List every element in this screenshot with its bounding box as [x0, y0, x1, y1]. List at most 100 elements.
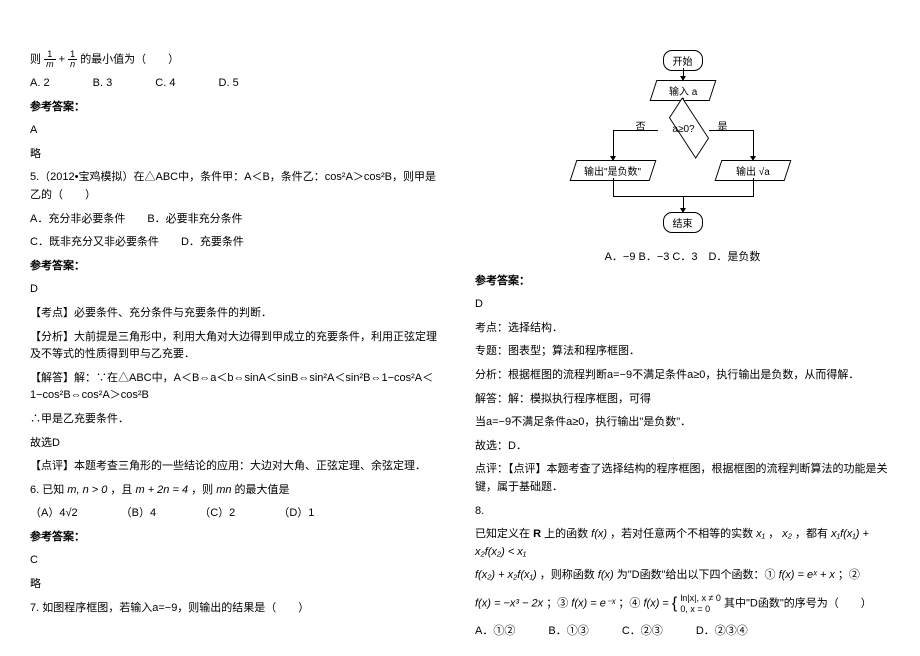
fc-vr — [753, 130, 754, 158]
fc-vl — [613, 130, 614, 158]
q8-l3c: 其中"D函数"的序号为（ ） — [724, 598, 872, 610]
q4-opt-c: C. 4 — [155, 75, 175, 93]
q4-prefix: 则 — [30, 53, 41, 65]
frac-1n: 1n — [68, 50, 77, 69]
q6-tail: 的最大值是 — [235, 484, 290, 496]
q8-num: 8. — [475, 503, 890, 521]
q6-mid2: ，则 — [191, 484, 213, 496]
q8-l1d: ，都有 — [795, 528, 828, 540]
q8-sep1: ；② — [838, 569, 860, 581]
q8-opts: A．①② B．①③ C．②③ D．②③④ — [475, 623, 890, 641]
q4-opt-a: A. 2 — [30, 75, 50, 93]
q6-cond2: m + 2n = 4 — [135, 484, 188, 496]
q6-opt-b: （B）4 — [121, 505, 156, 523]
q8-comma: ， — [768, 528, 779, 540]
q8-l1: 已知定义在 R 上的函数 f(x) ，若对任意两个不相等的实数 x₁ ， x₂ … — [475, 526, 890, 561]
q7-p5: 当a=−9不满足条件a≥0，执行输出"是负数"． — [475, 414, 890, 432]
q7-anshead: 参考答案： — [475, 273, 890, 291]
page: 则 1m + 1n 的最小值为（ ） A. 2 B. 3 C. 4 D. 5 参… — [0, 0, 920, 656]
q5-p5: 故选D — [30, 435, 445, 453]
q6-pre: 6. 已知 — [30, 484, 64, 496]
q8-fx2: f(x) — [598, 569, 614, 581]
q6-cond1: m, n > 0 — [67, 484, 107, 496]
q8-l2b: ，则称函数 — [540, 569, 595, 581]
q8-piece2: 0, x = 0 — [680, 604, 710, 614]
q4-ans: A — [30, 122, 445, 140]
q4-opt-d: D. 5 — [219, 75, 239, 93]
q7-p6: 故选：D． — [475, 438, 890, 456]
q8-x2: x₂ — [782, 528, 792, 540]
fc-vr2 — [753, 178, 754, 196]
q6-options: （A）4√2 （B）4 （C）2 （D）1 — [30, 505, 445, 523]
q8-l2: f(x₂) + x₂f(x₁) ，则称函数 f(x) 为"D函数"给出以下四个函… — [475, 567, 890, 585]
q4-anshead: 参考答案： — [30, 99, 445, 117]
q5-p4: ∴甲是乙充要条件． — [30, 411, 445, 429]
q6-stem: 6. 已知 m, n > 0 ，且 m + 2n = 4 ，则 mn 的最大值是 — [30, 482, 445, 500]
q8-x1: x₁ — [756, 528, 765, 540]
q8-l2c: 为"D函数"给出以下四个函数：① — [617, 569, 776, 581]
q7-p2: 专题：图表型；算法和程序框图． — [475, 343, 890, 361]
q7-p3: 分析：根据框图的流程判断a=−9不满足条件a≥0，执行输出是负数，从而得解． — [475, 367, 890, 385]
frac-1m: 1m — [44, 50, 56, 69]
q7-p7: 点评：【点评】本题考查了选择结构的程序框图，根据框图的流程判断算法的功能是关键，… — [475, 461, 890, 496]
q5-p1: 【考点】必要条件、充分条件与充要条件的判断． — [30, 305, 445, 323]
q8-piece1: ln|x|, x ≠ 0 — [680, 593, 721, 603]
q5-text: 5.（2012•宝鸡模拟）在△ABC中，条件甲：A＜B，条件乙：cos²A＞co… — [30, 169, 445, 204]
right-column: 开始 输入 a a≥0? 否 是 输出"是负数" 输出 √a 结 — [475, 50, 890, 646]
fc-vl2 — [613, 178, 614, 196]
q8-l3: f(x) = −x³ − 2x ；③ f(x) = e⁻ˣ ；④ f(x) = … — [475, 591, 890, 617]
q8-l1c: ，若对任意两个不相等的实数 — [610, 528, 753, 540]
q5-opts-ab: A．充分非必要条件 B．必要非充分条件 — [30, 211, 445, 229]
q4-opt-b: B. 3 — [93, 75, 113, 93]
q7-p1: 考点：选择结构． — [475, 320, 890, 338]
q6-note: 略 — [30, 576, 445, 594]
brace-icon: { — [672, 595, 677, 612]
q5-p3: 【解答】解：∵在△ABC中，A＜B⇔a＜b⇔sinA＜sinB⇔sin²A＜si… — [30, 370, 445, 405]
fc-out-neg-label: 输出"是负数" — [584, 163, 641, 178]
flowchart: 开始 输入 a a≥0? 否 是 输出"是负数" 输出 √a 结 — [568, 50, 798, 245]
q4-tail: 的最小值为（ ） — [80, 53, 179, 65]
q5-p6: 【点评】本题考查三角形的一些结论的应用：大边对大角、正弦定理、余弦定理． — [30, 458, 445, 476]
q6-opt-d: （D）1 — [278, 505, 314, 523]
q8-l1a: 已知定义在 — [475, 528, 530, 540]
q5-ans: D — [30, 281, 445, 299]
q8-sep2: ；③ — [546, 598, 568, 610]
q8-l1b: 上的函数 — [544, 528, 588, 540]
q8-opt-a: A．①② — [475, 623, 515, 641]
q8-l3a: f(x) = −x³ − 2x — [475, 598, 543, 610]
q8-opt-c: C．②③ — [622, 623, 663, 641]
q4-note: 略 — [30, 146, 445, 164]
q7-text: 7. 如图程序框图，若输入a=−9，则输出的结果是（ ） — [30, 600, 445, 618]
q6-anshead: 参考答案： — [30, 529, 445, 547]
fc-out-sqrt-label: 输出 √a — [736, 163, 770, 178]
fc-hr — [709, 130, 754, 131]
q4-stem: 则 1m + 1n 的最小值为（ ） — [30, 50, 445, 69]
fc-input-label: 输入 a — [668, 83, 696, 98]
q5-anshead: 参考答案： — [30, 258, 445, 276]
q8-f1: f(x) = eˣ + x — [779, 569, 835, 581]
q8-piecewise: ln|x|, x ≠ 0 0, x = 0 — [680, 593, 721, 615]
q8-fx: f(x) — [591, 528, 607, 540]
q6-opt-a: （A）4√2 — [30, 505, 78, 523]
q6-ans: C — [30, 552, 445, 570]
q4-options: A. 2 B. 3 C. 4 D. 5 — [30, 75, 445, 93]
q8-R: R — [533, 528, 541, 540]
q8-opt-b: B．①③ — [548, 623, 588, 641]
q8-sep3: ；④ — [618, 598, 640, 610]
q8-fx3: f(x) — [643, 598, 659, 610]
q5-opts-cd: C．既非充分又非必要条件 D．充要条件 — [30, 234, 445, 252]
q8-opt-d: D．②③④ — [696, 623, 748, 641]
q8-l3b: f(x) = e⁻ˣ — [571, 598, 615, 610]
q6-opt-c: （C）2 — [199, 505, 235, 523]
left-column: 则 1m + 1n 的最小值为（ ） A. 2 B. 3 C. 4 D. 5 参… — [30, 50, 445, 646]
q7-opts: A．−9 B．−3 C．3 D．是负数 — [475, 249, 890, 267]
q7-ans: D — [475, 296, 890, 314]
q8-l2a: f(x₂) + x₂f(x₁) — [475, 569, 537, 581]
fc-hl — [613, 130, 658, 131]
q6-mid1: ，且 — [110, 484, 132, 496]
q5-p2: 【分析】大前提是三角形中，利用大角对大边得到甲成立的充要条件，利用正弦定理及不等… — [30, 329, 445, 364]
fc-end: 结束 — [663, 212, 703, 233]
q6-expr: mn — [216, 484, 231, 496]
q7-p4: 解答：解：模拟执行程序框图，可得 — [475, 391, 890, 409]
fc-cond: a≥0? — [667, 124, 701, 135]
